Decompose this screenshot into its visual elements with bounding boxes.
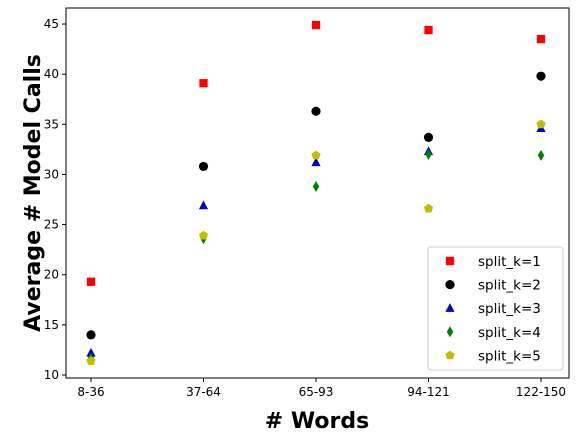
data-point: [425, 148, 432, 160]
x-axis-title: # Words: [265, 409, 369, 434]
data-point: [424, 25, 433, 35]
x-tick-label: 122-150: [516, 385, 566, 399]
x-tick-label: 65-93: [299, 385, 334, 399]
x-tick-label: 8-36: [77, 385, 104, 399]
data-point: [311, 106, 321, 116]
data-point: [199, 79, 208, 88]
y-tick-label: 40: [44, 67, 59, 81]
data-point: [312, 180, 320, 193]
legend-label: split_k=5: [478, 348, 541, 364]
x-tick-label: 94-121: [407, 385, 450, 399]
y-axis-ticks: 10 15 20 25 30 35 40 45: [44, 17, 66, 382]
y-tick-label: 20: [44, 268, 59, 282]
data-point: [423, 203, 434, 213]
legend-marker: [445, 256, 455, 266]
y-axis-title: Average # Model Calls: [21, 54, 46, 332]
legend-marker: [445, 350, 455, 360]
data-point: [536, 71, 546, 81]
data-point: [198, 161, 209, 172]
y-tick-label: 35: [44, 117, 59, 131]
legend-marker: [445, 303, 455, 312]
data-point: [536, 119, 546, 129]
legend-marker: [445, 280, 455, 290]
data-point: [311, 150, 321, 160]
y-tick-label: 25: [44, 218, 59, 232]
series-1: [86, 20, 546, 286]
y-tick-label: 15: [44, 318, 59, 332]
legend-label: split_k=3: [478, 301, 541, 317]
data-point: [86, 330, 96, 340]
data-point: [86, 277, 96, 286]
legend-box: [427, 246, 564, 371]
legend-label: split_k=2: [478, 278, 541, 294]
data-point: [423, 132, 434, 142]
data-point: [311, 20, 321, 30]
data-points: [86, 20, 546, 365]
y-tick-label: 30: [44, 167, 59, 181]
x-axis-ticks: 8-36 37-64 65-93 94-121 122-150: [77, 378, 566, 399]
series-2: [86, 71, 546, 340]
data-point: [537, 149, 545, 161]
data-point: [311, 157, 321, 167]
legend: split_k=1 split_k=2 split_k=3 split_k=4spli…: [427, 246, 564, 371]
legend-label: split_k=1: [478, 254, 541, 270]
y-tick-label: 10: [44, 368, 59, 382]
legend-label: split_k=4: [478, 325, 541, 341]
y-tick-label: 45: [44, 17, 59, 31]
data-point: [198, 230, 209, 240]
x-tick-label: 37-64: [186, 385, 221, 399]
data-point: [86, 347, 96, 357]
data-point: [86, 356, 96, 365]
data-point: [198, 200, 209, 210]
legend-marker: [446, 326, 454, 338]
data-point: [536, 34, 546, 44]
series-5: [86, 119, 546, 365]
